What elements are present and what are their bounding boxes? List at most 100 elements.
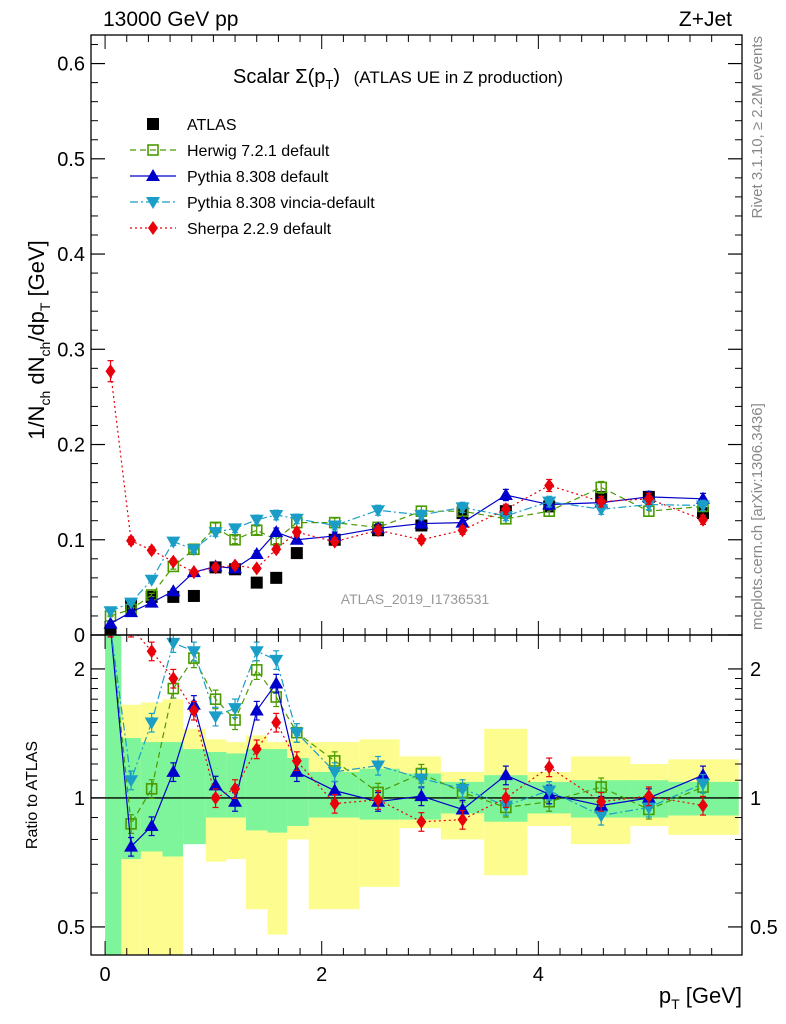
data-point [186,544,201,557]
data-point [291,753,302,768]
legend: ATLAS Herwig 7.2.1 default Pythia 8.308 de… [130,117,375,238]
legend-label: Herwig 7.2.1 default [187,143,330,160]
data-point [146,543,157,558]
data-point [104,626,117,635]
data-point [271,715,282,730]
legend-marker [147,144,159,156]
axis-ticks: 0 0.1 0.2 0.3 0.4 0.5 0.6 0 2 4 0.5 0.5 1 1 2 2 [57,35,778,986]
chart-title-rest: (ATLAS UE in Z production) [354,68,563,87]
data-point [144,574,159,587]
data-point [594,504,609,517]
x-tick-label: 2 [316,964,327,986]
x-axis-label: pT [GeV] [659,983,742,1012]
x-axis-label-main: p [659,983,671,1008]
ratio-panel-frame [90,634,743,956]
data-point [144,595,159,608]
data-point [457,812,468,827]
data-point [544,478,555,493]
legend-marker [148,221,158,235]
data-point [289,727,304,740]
y-tick-label: 0.1 [57,530,85,552]
data-point [416,532,427,547]
x-axis-label-sub: T [671,996,680,1012]
data-point [696,500,711,513]
data-point [228,794,243,807]
data-point [208,778,223,791]
data-point [455,802,470,815]
band-inner [359,768,400,820]
ratio-y-tick-label: 0.5 [57,917,85,939]
chart-title-sub: T [325,77,333,92]
data-point [289,513,304,526]
ratio-y-tick-label-right: 2 [750,659,761,681]
data-point [542,785,557,798]
legend-marker [146,197,160,209]
ylabel-part-2: ch [37,391,53,406]
legend-label: Sherpa 2.2.9 default [187,221,332,238]
data-point [124,775,139,788]
legend-marker [146,169,160,181]
main-y-axis-label: 1/Nch dNch/dpT [GeV] [24,240,53,440]
chart-title-close: ) [333,66,340,88]
data-point [124,605,139,618]
x-axis-label-unit: [GeV] [680,983,742,1008]
y-tick-label: 0.5 [57,149,85,171]
band-inner [183,749,206,845]
data-point [641,802,656,815]
data-point [105,364,116,379]
ratio-y-tick-label-right: 0.5 [750,917,778,939]
data-point [594,810,609,823]
data-point [455,515,470,528]
legend-marker [147,118,159,130]
data-point [269,525,284,538]
ylabel-part-3: dN [24,357,49,391]
data-point [373,792,384,807]
ratio-uncertainty-bands [91,635,742,955]
data-point [228,523,243,536]
data-point [144,717,159,730]
data-point [271,542,282,557]
legend-label: Pythia 8.308 vincia-default [187,195,375,212]
data-point [166,584,181,597]
x-tick-label: 4 [533,964,544,986]
data-point [103,606,118,619]
data-point [146,644,157,659]
watermark-analysis-id: ATLAS_2019_I1736531 [341,591,490,607]
band-inner [162,742,184,857]
data-point [251,561,262,576]
data-point [210,790,221,805]
data-point [145,783,158,795]
data-point [250,576,263,589]
data-point [643,789,654,804]
data-point [166,764,181,777]
data-point [371,505,386,518]
data-point [230,781,241,796]
data-point [329,534,340,549]
data-point [188,565,199,580]
data-point [187,589,200,602]
data-point [371,760,386,773]
data-point [596,794,607,809]
data-point [249,703,264,716]
y-tick-label: 0.2 [57,435,85,457]
ratio-y-tick-label: 1 [74,788,85,810]
header-left-label: 13000 GeV pp [103,8,238,31]
data-point [208,711,223,724]
data-point [186,646,201,659]
ylabel-part-4: ch [37,342,53,357]
ratio-y-tick-label-right: 1 [750,788,761,810]
chart-title-prefix: Scalar [233,66,295,88]
data-point [269,654,284,667]
data-point [249,547,264,560]
band-inner [245,749,268,831]
ratio-y-axis-label: Ratio to ATLAS [24,741,41,849]
data-point [124,597,139,610]
ratio-plot-area [107,635,711,857]
data-point [125,818,137,830]
x-tick-label: 0 [100,964,111,986]
right-label-rivet: Rivet 3.1.10, ≥ 2.2M events [749,36,766,219]
ylabel-part-6: T [37,302,53,311]
data-point [249,646,264,659]
data-point [500,790,511,805]
